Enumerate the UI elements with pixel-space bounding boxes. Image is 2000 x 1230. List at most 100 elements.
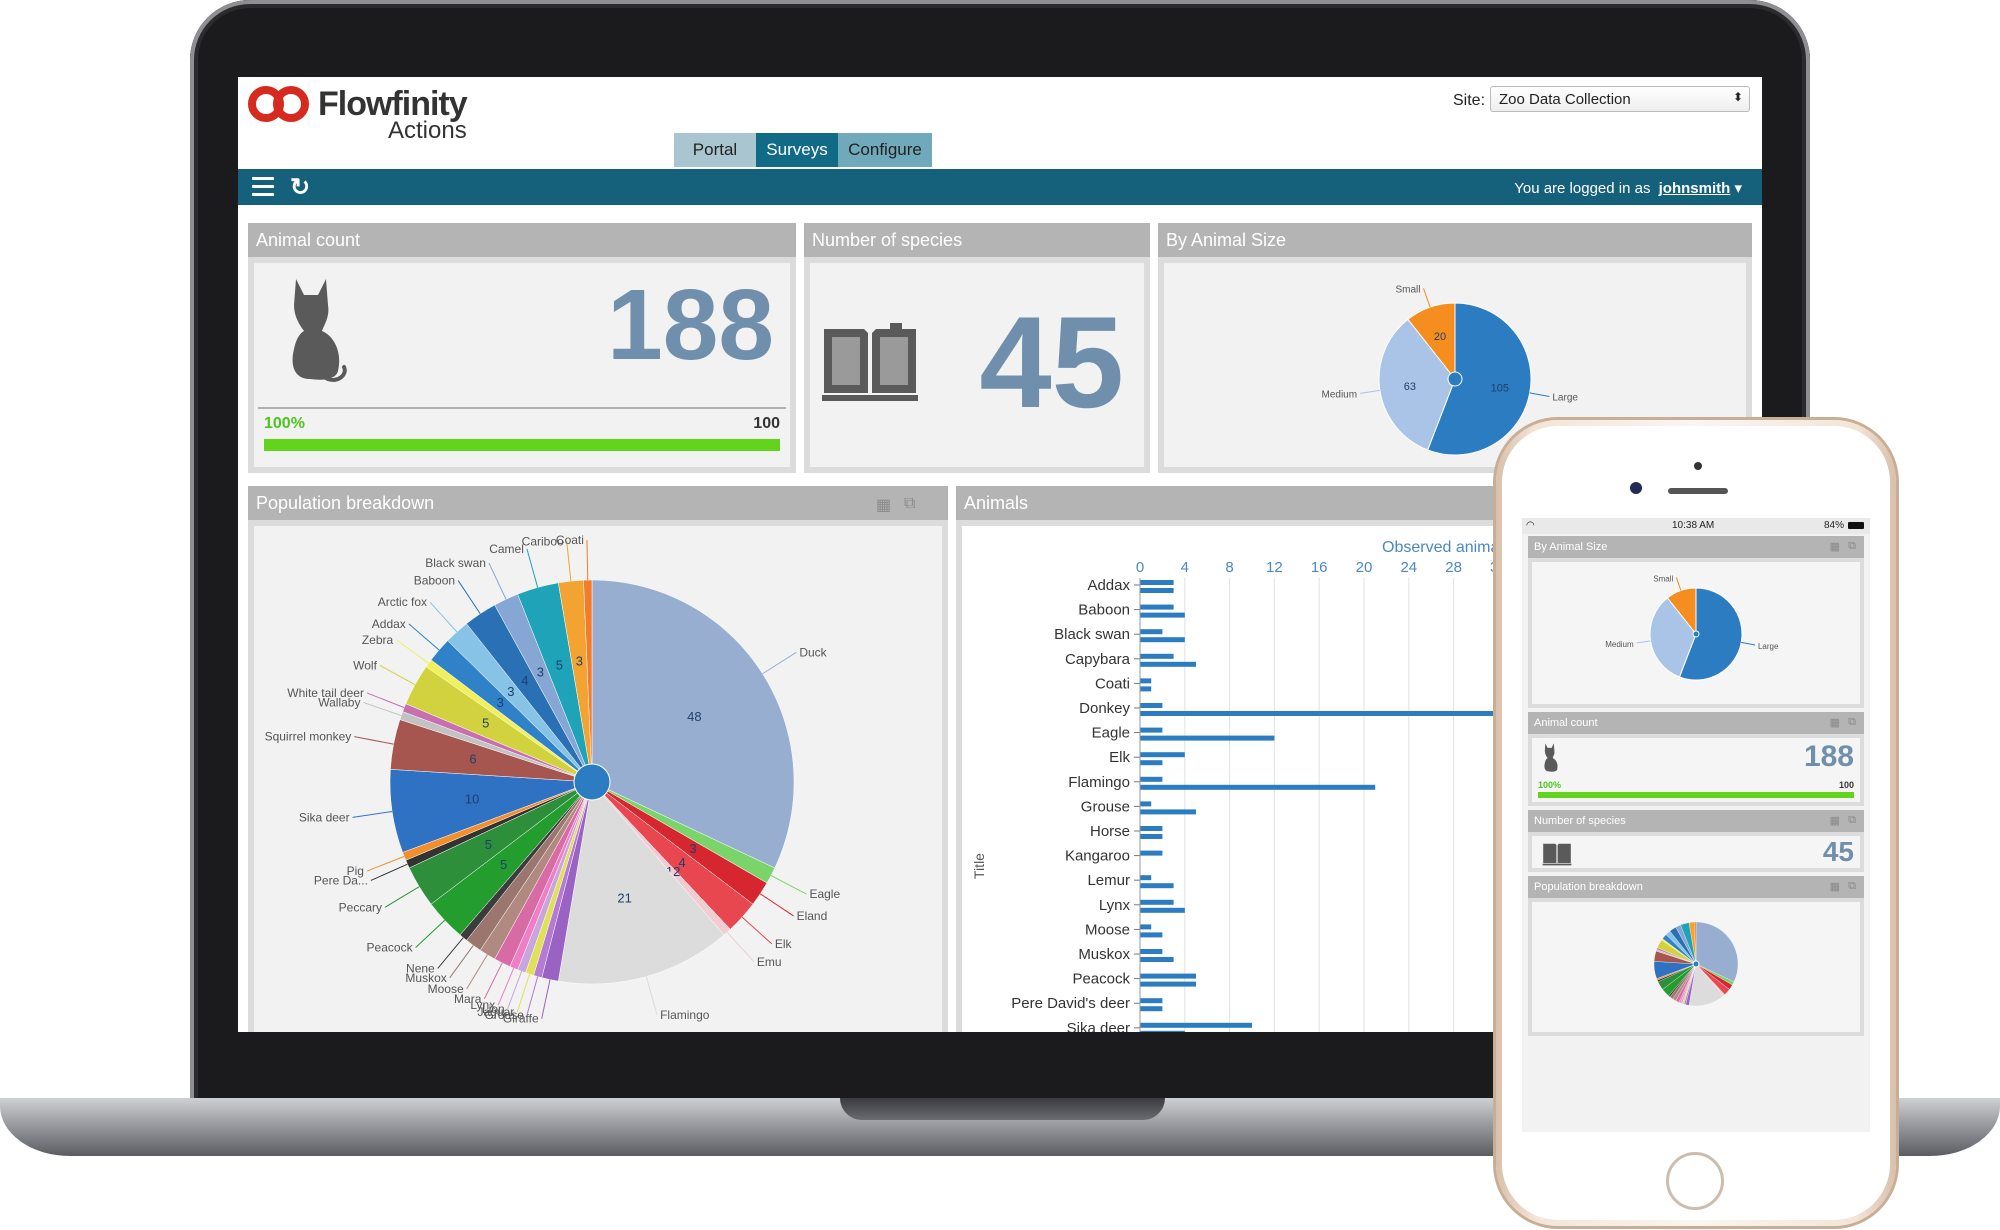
- book-icon: [1542, 843, 1572, 866]
- login-status: You are logged in as johnsmith ▾: [1514, 179, 1742, 197]
- bar[interactable]: [1140, 907, 1185, 913]
- pie-slice-small[interactable]: [1407, 302, 1456, 381]
- pie-slice-large[interactable]: [1678, 587, 1743, 681]
- table-view-icon[interactable]: ▦: [1829, 717, 1840, 729]
- bar[interactable]: [1140, 998, 1163, 1004]
- expand-icon[interactable]: ⧉: [1848, 880, 1856, 892]
- pie-slice-large[interactable]: [1427, 302, 1532, 456]
- bar[interactable]: [1140, 826, 1163, 831]
- user-menu-chevron-icon[interactable]: ▾: [1734, 180, 1742, 197]
- bar[interactable]: [1140, 653, 1174, 659]
- progress-track: [264, 439, 780, 451]
- table-view-icon[interactable]: ▦: [1829, 881, 1840, 893]
- tab-surveys[interactable]: Surveys: [756, 133, 838, 167]
- bar[interactable]: [1140, 637, 1185, 643]
- bar[interactable]: [1140, 727, 1163, 733]
- bar[interactable]: [1140, 629, 1163, 635]
- tab-configure[interactable]: Configure: [838, 133, 932, 167]
- table-view-icon[interactable]: ▦: [1829, 815, 1840, 827]
- x-tick-label: 0: [1136, 559, 1144, 576]
- bar[interactable]: [1140, 973, 1196, 979]
- pie-slice-coati[interactable]: [583, 579, 593, 783]
- pie-slice-duck[interactable]: [1695, 921, 1739, 983]
- pie-slice-medium[interactable]: [1378, 318, 1456, 451]
- select-arrow-icon: ⬍: [1732, 90, 1743, 104]
- phone-widget-title: Population breakdown: [1528, 876, 1864, 898]
- pie-value-label: 5: [500, 857, 507, 872]
- bar[interactable]: [1140, 801, 1152, 807]
- phone-face: ◠ 10:38 AM 84% By Animal Size ▦ ⧉ Large M…: [1502, 426, 1890, 1220]
- bar[interactable]: [1140, 703, 1163, 708]
- bar[interactable]: [1140, 1030, 1185, 1032]
- pie-leader-line: [395, 639, 429, 664]
- phone-device: ◠ 10:38 AM 84% By Animal Size ▦ ⧉ Large M…: [1496, 420, 1896, 1226]
- tab-portal[interactable]: Portal: [674, 133, 756, 167]
- pie-slice-flamingo[interactable]: [558, 781, 725, 985]
- size-pie-chart: 105 Large 63 Medium 20 Small: [1322, 284, 1578, 456]
- phone-battery: 84%: [1823, 520, 1844, 531]
- bar[interactable]: [1140, 957, 1174, 962]
- pie-leader-line: [354, 736, 394, 745]
- bar[interactable]: [1140, 580, 1174, 585]
- bar[interactable]: [1140, 875, 1152, 881]
- bar[interactable]: [1140, 883, 1174, 889]
- bar[interactable]: [1140, 760, 1163, 766]
- bar[interactable]: [1140, 661, 1196, 667]
- pie-slice-medium[interactable]: [1649, 597, 1697, 678]
- login-status-text: You are logged in as: [1514, 180, 1651, 197]
- expand-icon[interactable]: ⧉: [1848, 540, 1856, 552]
- bar[interactable]: [1140, 784, 1376, 790]
- widget-title: Population breakdown: [248, 486, 948, 520]
- bar[interactable]: [1140, 711, 1588, 716]
- refresh-icon[interactable]: ↻: [290, 174, 311, 201]
- expand-icon[interactable]: ⧉: [1848, 716, 1856, 728]
- phone-time: 10:38 AM: [1672, 520, 1715, 531]
- table-view-icon[interactable]: ▦: [1829, 541, 1840, 553]
- bar[interactable]: [1140, 604, 1174, 610]
- bar[interactable]: [1140, 809, 1196, 815]
- pie-category-label: Medium: [1605, 640, 1634, 649]
- bar[interactable]: [1140, 776, 1163, 782]
- pie-slice-coati[interactable]: [1694, 921, 1697, 965]
- pie-category-label: Addax: [372, 617, 406, 631]
- phone-count-value: 188: [1803, 740, 1854, 773]
- bar[interactable]: [1140, 686, 1152, 692]
- pie-value-label: 63: [1404, 381, 1416, 393]
- username-link[interactable]: johnsmith: [1658, 180, 1731, 197]
- bar[interactable]: [1140, 981, 1196, 987]
- pie-value-label: 20: [1434, 331, 1446, 343]
- site-select[interactable]: Zoo Data Collection ⬍: [1490, 86, 1750, 112]
- bar[interactable]: [1140, 932, 1163, 938]
- pie-value-label: 48: [687, 709, 701, 724]
- phone-species-value: 45: [1822, 836, 1854, 867]
- bar[interactable]: [1140, 752, 1185, 758]
- bar[interactable]: [1140, 850, 1163, 856]
- bar[interactable]: [1140, 1022, 1252, 1028]
- pie-category-label: Lion: [482, 1002, 505, 1016]
- bar[interactable]: [1140, 1006, 1163, 1012]
- bar[interactable]: [1140, 678, 1152, 684]
- pie-slice-duck[interactable]: [591, 579, 795, 869]
- expand-icon[interactable]: ⧉: [904, 495, 916, 512]
- pie-leader-line: [1360, 389, 1380, 394]
- bar[interactable]: [1140, 588, 1174, 593]
- bar[interactable]: [1140, 735, 1275, 741]
- hamburger-menu-icon[interactable]: [252, 177, 274, 201]
- flowfinity-logo-icon: [248, 86, 309, 122]
- pie-leader-line: [762, 651, 797, 675]
- table-view-icon[interactable]: ▦: [876, 497, 892, 514]
- bar[interactable]: [1140, 924, 1152, 930]
- expand-icon[interactable]: ⧉: [1848, 814, 1856, 826]
- bar[interactable]: [1140, 612, 1185, 618]
- bar[interactable]: [1140, 949, 1163, 954]
- category-label: Donkey: [1079, 700, 1130, 717]
- pie-slice-small[interactable]: [1666, 587, 1697, 636]
- bar[interactable]: [1140, 834, 1163, 839]
- phone-home-button[interactable]: [1666, 1152, 1724, 1210]
- pie-category-label: Flamingo: [660, 1008, 710, 1022]
- cat-icon: [292, 279, 347, 382]
- pie-leader-line: [429, 601, 458, 633]
- category-label: Addax: [1087, 577, 1130, 594]
- x-tick-label: 12: [1266, 559, 1283, 576]
- bar[interactable]: [1140, 899, 1174, 905]
